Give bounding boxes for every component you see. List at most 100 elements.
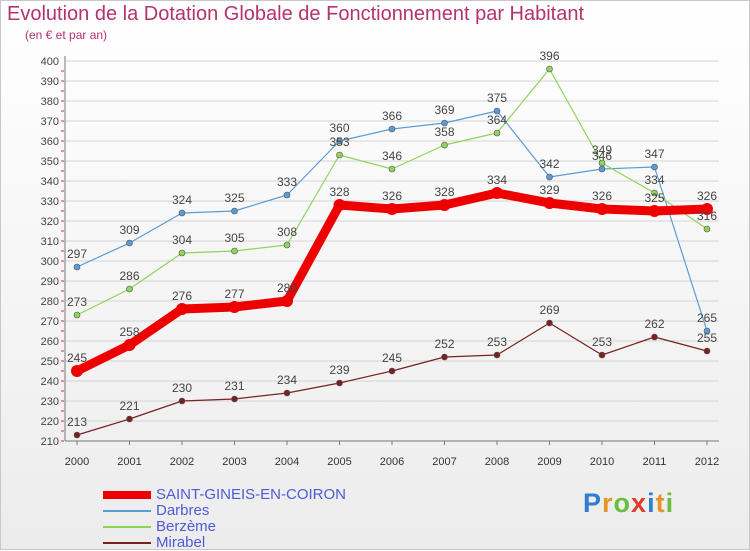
data-point: [598, 351, 606, 359]
data-label: 253: [487, 335, 507, 349]
data-label: 277: [224, 287, 244, 301]
y-tick-label: 240: [41, 376, 59, 388]
data-label: 239: [329, 363, 349, 377]
data-point: [231, 207, 238, 215]
data-label: 276: [172, 289, 192, 303]
data-point: [336, 137, 343, 145]
data-label: 253: [592, 335, 612, 349]
data-label: 305: [224, 231, 244, 245]
data-label: 308: [277, 225, 297, 239]
data-label: 309: [119, 223, 139, 237]
data-label: 213: [67, 415, 87, 429]
data-label: 326: [382, 189, 402, 203]
data-point: [178, 397, 186, 405]
y-tick-label: 280: [41, 296, 59, 308]
data-label: 280: [277, 281, 297, 295]
data-point: [126, 239, 133, 247]
data-label: 369: [434, 103, 454, 117]
data-label: 342: [539, 157, 559, 171]
data-label: 221: [119, 399, 139, 413]
y-tick-label: 350: [41, 156, 59, 168]
data-label: 304: [172, 233, 192, 247]
legend-label: Berzème: [156, 518, 217, 535]
data-label: 297: [67, 247, 87, 261]
data-label: 396: [539, 49, 559, 63]
data-point: [651, 333, 658, 341]
x-tick-label: 2003: [222, 456, 246, 468]
y-tick-label: 250: [41, 356, 59, 368]
x-tick-label: 2004: [275, 456, 299, 468]
logo-letter: o: [613, 488, 632, 518]
y-tick-label: 260: [41, 336, 59, 348]
data-label: 333: [277, 175, 297, 189]
data-label: 316: [697, 209, 717, 223]
proxiti-logo: Proxiti: [583, 488, 674, 519]
data-point: [231, 247, 238, 255]
data-point: [546, 65, 553, 73]
data-point: [703, 327, 711, 335]
data-point: [491, 187, 503, 199]
data-point: [648, 205, 661, 217]
y-tick-label: 330: [41, 196, 59, 208]
legend-label: Mirabel: [156, 534, 206, 551]
x-tick-label: 2001: [117, 456, 141, 468]
data-label: 269: [539, 303, 559, 317]
data-label: 255: [697, 331, 717, 345]
legend-label: Darbres: [156, 502, 210, 519]
data-point: [703, 347, 711, 355]
data-point: [126, 415, 133, 423]
data-label: 231: [224, 379, 244, 393]
data-label: 230: [172, 381, 192, 395]
data-label: 326: [592, 189, 612, 203]
x-tick-label: 2012: [695, 456, 719, 468]
data-point: [388, 125, 396, 133]
data-point: [126, 285, 133, 293]
x-tick-label: 2008: [485, 456, 509, 468]
data-label: 375: [487, 91, 507, 105]
data-label: 334: [644, 173, 664, 187]
data-label: 334: [487, 173, 507, 187]
data-point: [546, 173, 553, 181]
data-point: [71, 365, 83, 377]
data-point: [438, 199, 451, 211]
data-point: [703, 225, 711, 233]
legend-label: SAINT-GINEIS-EN-COIRON: [156, 486, 347, 503]
data-point: [178, 209, 186, 217]
chart-title: Evolution de la Dotation Globale de Fonc…: [7, 3, 585, 25]
data-point: [441, 141, 448, 149]
data-label: 353: [329, 135, 349, 149]
data-label: 326: [697, 189, 717, 203]
data-point: [546, 319, 553, 327]
y-tick-label: 390: [41, 76, 59, 88]
data-point: [386, 203, 398, 215]
legend-swatch: [103, 491, 151, 499]
data-point: [336, 379, 343, 387]
y-tick-label: 400: [41, 56, 59, 68]
data-point: [281, 295, 293, 307]
data-label: 329: [539, 183, 559, 197]
x-tick-label: 2000: [65, 456, 89, 468]
data-label: 325: [224, 191, 244, 205]
data-label: 349: [592, 143, 612, 157]
data-label: 273: [67, 295, 87, 309]
data-label: 252: [434, 337, 454, 351]
data-point: [651, 163, 658, 171]
x-tick-label: 2009: [537, 456, 561, 468]
data-point: [598, 159, 606, 167]
data-label: 245: [382, 351, 402, 365]
x-tick-label: 2010: [590, 456, 614, 468]
y-tick-label: 230: [41, 396, 59, 408]
x-tick-label: 2006: [380, 456, 404, 468]
data-label: 245: [67, 351, 87, 365]
data-point: [543, 197, 556, 209]
data-point: [596, 203, 608, 215]
data-label: 265: [697, 311, 717, 325]
data-point: [493, 351, 501, 359]
y-tick-label: 270: [41, 316, 59, 328]
data-label: 262: [644, 317, 664, 331]
data-label: 360: [329, 121, 349, 135]
y-tick-label: 320: [41, 216, 59, 228]
data-point: [73, 311, 81, 319]
